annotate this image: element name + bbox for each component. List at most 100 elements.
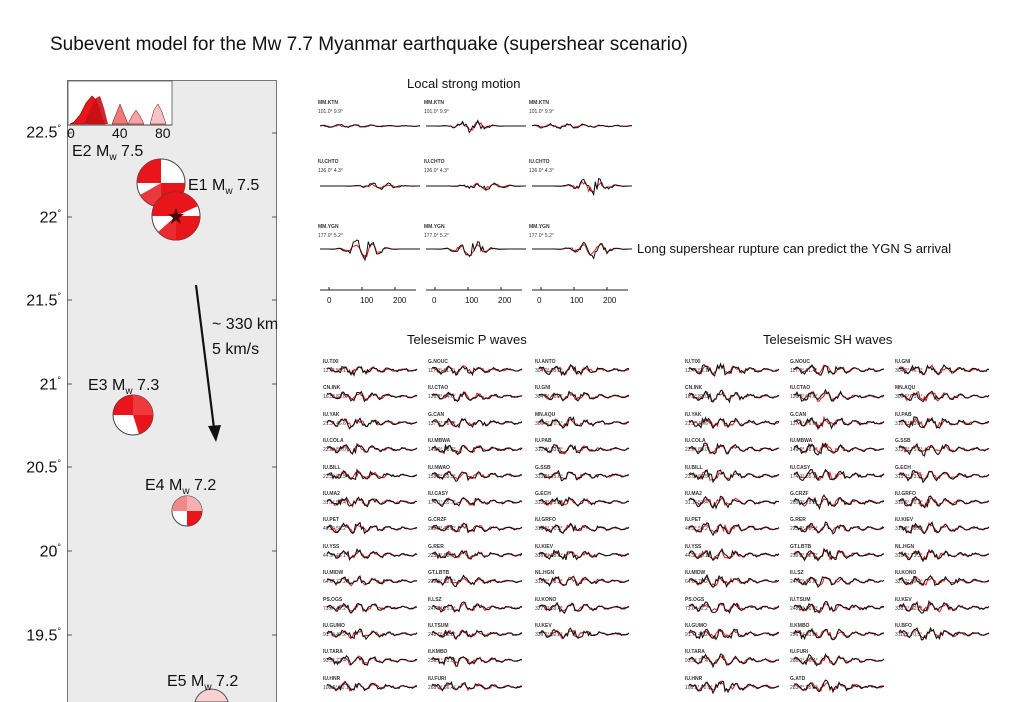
station-name: IU.GUMO	[685, 623, 707, 629]
station-azimuth-distance: 177.0° 5.2°	[318, 233, 343, 239]
station-azimuth-distance: 149.9° 48.8°	[790, 447, 818, 454]
synthetic-trace	[327, 628, 418, 640]
local-axis-tick: 200	[393, 296, 407, 305]
observed-trace	[793, 653, 885, 667]
station-name: II.KMBO	[428, 649, 448, 656]
observed-trace	[793, 576, 885, 588]
station-name: IU.PET	[323, 517, 340, 524]
station-azimuth-distance: 44.9° 46.1°	[685, 552, 710, 559]
observed-trace	[326, 442, 418, 456]
station-azimuth-distance: 256.1° 61.6°	[790, 632, 818, 638]
station-azimuth-distance: 209.3° 78.8°	[428, 526, 456, 533]
local-strong-motion-title: Local strong motion	[407, 76, 521, 91]
observed-trace	[531, 122, 633, 130]
observed-trace	[538, 443, 630, 455]
station-name: GT.LBTB	[790, 543, 812, 550]
observed-trace	[898, 469, 990, 484]
observed-trace	[538, 416, 630, 429]
observed-trace	[539, 627, 630, 640]
lat-label-22: 22°	[39, 208, 61, 227]
station-azimuth-distance: 64.6° 77.2°	[685, 579, 710, 586]
observed-trace	[320, 239, 420, 262]
station-azimuth-distance: 304.0° 55.9°	[535, 368, 563, 374]
station-azimuth-distance: 21.3° 46.6°	[323, 420, 348, 427]
station-name: MM.YGN	[424, 224, 445, 230]
synthetic-trace	[793, 522, 885, 534]
observed-trace	[431, 681, 523, 692]
observed-trace	[538, 549, 630, 561]
station-name: MN.AQU	[535, 411, 556, 418]
observed-trace	[431, 549, 523, 560]
station-name: G.CAN	[790, 411, 807, 418]
observed-trace	[793, 627, 885, 641]
station-azimuth-distance: 174.1° 85.7°	[790, 473, 818, 480]
synthetic-trace	[898, 521, 990, 535]
station-name: II.LSZ	[790, 570, 804, 577]
observed-trace	[898, 626, 990, 641]
station-azimuth-distance: 101.0° 9.9°	[529, 109, 554, 115]
station-azimuth-distance: 338.5° 62.3°	[895, 605, 923, 612]
lat-label-20.5: 20.5°	[26, 458, 61, 477]
observed-trace	[688, 653, 780, 669]
local-axis-tick: 100	[570, 296, 584, 305]
synthetic-trace	[793, 550, 885, 561]
station-azimuth-distance: 16.5° 83.0°	[685, 394, 710, 401]
station-name: IU.GRFO	[535, 517, 556, 524]
station-name: IU.TSUM	[428, 623, 449, 629]
station-name: G.NOUC	[790, 359, 810, 365]
station-name: IU.TIXI	[685, 359, 701, 365]
observed-trace	[688, 680, 780, 695]
station-azimuth-distance: 126.8° 64.6°	[428, 394, 456, 401]
synthetic-trace	[538, 444, 630, 455]
rupture-direction-arrow	[194, 284, 216, 429]
local-axis-tick: 200	[498, 296, 512, 305]
station-azimuth-distance: 117.9° 81.4°	[790, 368, 818, 374]
event-label-e4: E4 Mw 7.2	[145, 477, 217, 498]
observed-trace	[327, 468, 418, 481]
station-name: IU.TSUM	[790, 596, 811, 603]
station-azimuth-distance: 23.5° 62.5°	[323, 473, 348, 480]
station-name: IU.MA2	[685, 491, 702, 497]
station-name: MM.KTN	[318, 100, 338, 106]
synthetic-trace	[431, 577, 523, 586]
station-azimuth-distance: 108.5° 70.1°	[685, 684, 713, 691]
station-name: IU.TIXI	[323, 359, 339, 365]
station-name: IU.CASY	[790, 464, 811, 471]
station-azimuth-distance: 91.7° 47.2°	[323, 632, 348, 638]
observed-trace	[326, 365, 418, 377]
observed-trace	[688, 495, 780, 510]
local-axis-tick: 0	[432, 296, 437, 305]
observed-trace	[793, 601, 885, 613]
station-name: IU.CHTO	[529, 159, 550, 165]
observed-trace	[688, 389, 780, 404]
station-azimuth-distance: 108.5° 70.1°	[323, 684, 351, 691]
station-name: G.SSB	[535, 464, 551, 471]
observed-trace	[431, 365, 523, 377]
observed-trace	[532, 241, 632, 260]
station-azimuth-distance: 313.2° 75.6°	[535, 473, 563, 480]
observed-trace	[688, 601, 780, 614]
event-label-e5: E5 Mw 7.2	[167, 673, 239, 694]
station-name: IU.HNR	[323, 675, 341, 682]
inset-tick-40: 40	[112, 125, 128, 141]
station-azimuth-distance: 239.5° 82.7°	[428, 579, 456, 586]
observed-trace	[326, 680, 418, 692]
station-azimuth-distance: 313.2° 75.6°	[895, 447, 923, 454]
station-name: IU.YSS	[685, 543, 702, 550]
observed-trace	[538, 575, 630, 587]
local-axis-tick: 0	[537, 296, 542, 305]
station-name: IU.YSS	[323, 543, 340, 550]
station-name: G.RER	[790, 517, 806, 524]
beachball-e3-icon	[112, 394, 154, 436]
station-name: CN.INK	[685, 385, 703, 392]
station-azimuth-distance: 256.1° 61.6°	[428, 658, 456, 665]
lat-label-20: 20°	[39, 542, 61, 561]
observed-trace	[326, 654, 417, 666]
beachball-e4-icon	[171, 495, 203, 527]
station-azimuth-distance: 93.9° 77.4°	[323, 658, 348, 665]
station-azimuth-distance: 316.6° 70.2°	[895, 500, 923, 506]
observed-trace	[426, 182, 526, 191]
synthetic-trace	[688, 523, 780, 534]
station-azimuth-distance: 248.0° 86.8°	[790, 605, 818, 612]
station-name: IU.PET	[685, 517, 702, 524]
